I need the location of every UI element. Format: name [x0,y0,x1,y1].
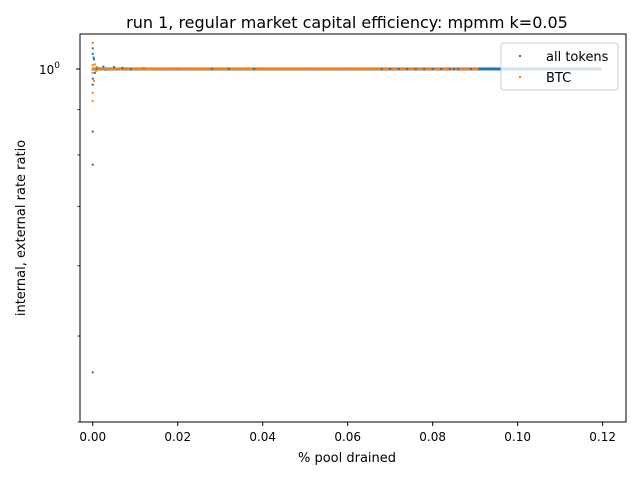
data-point-all-tokens [397,67,400,70]
data-point-btc [261,67,264,70]
data-point-all-tokens [469,67,472,70]
data-point-all-tokens [440,67,443,70]
data-point-all-tokens [423,67,426,70]
data-point-btc [95,66,98,69]
data-point-btc [282,67,285,70]
data-point-btc [325,67,328,70]
data-point-btc [91,100,94,103]
scatter-points [91,41,602,374]
legend-box [500,42,619,91]
data-point-all-tokens [497,67,500,70]
data-point-btc [168,67,171,70]
data-point-all-tokens [91,130,94,133]
data-point-btc [93,79,96,82]
data-point-btc [117,67,120,70]
legend-label-btc: BTC [546,71,571,86]
data-point-btc [240,67,243,70]
data-point-all-tokens [95,67,98,70]
data-point-btc [93,63,96,66]
data-point-all-tokens [91,371,94,374]
data-point-btc [410,67,413,70]
data-point-btc [197,67,200,70]
data-point-all-tokens [91,77,94,80]
data-point-all-tokens [91,47,94,50]
legend: all tokens BTC [500,42,619,91]
data-point-btc [104,67,107,70]
data-point-btc [219,67,222,70]
data-point-all-tokens [91,163,94,166]
data-point-btc [185,67,188,70]
data-point-btc [108,67,111,70]
data-point-all-tokens [452,67,455,70]
data-point-btc [91,71,94,74]
series-band-btc [91,67,479,71]
data-point-all-tokens [92,56,95,59]
data-point-btc [476,67,479,70]
data-point-all-tokens [93,71,96,74]
data-point-all-tokens [431,67,434,70]
data-point-btc [142,67,145,70]
y-axis-label: internal, external rate ratio [14,140,29,316]
data-point-all-tokens [448,67,451,70]
data-point-all-tokens [129,67,132,70]
data-point-all-tokens [102,65,105,68]
data-point-all-tokens [210,67,213,70]
data-point-btc [346,67,349,70]
data-point-all-tokens [227,67,230,70]
data-point-btc [125,67,128,70]
chart-title: run 1, regular market capital efficiency… [126,13,568,32]
data-point-btc [91,91,94,94]
data-point-all-tokens [380,67,383,70]
data-point-btc [155,67,158,70]
data-point-btc [95,69,98,72]
x-tick-label: 0.12 [589,430,616,444]
point-bands [91,67,602,71]
x-axis-label: % pool drained [298,451,396,466]
data-point-all-tokens [112,66,115,69]
data-point-all-tokens [121,66,124,69]
legend-marker-btc [519,76,521,78]
data-point-btc [91,64,94,67]
data-point-all-tokens [93,58,96,61]
data-point-all-tokens [91,52,94,55]
data-point-btc [100,67,103,70]
data-point-btc [134,67,137,70]
data-point-btc [384,67,387,70]
legend-marker-all-tokens [519,55,521,57]
data-point-all-tokens [91,83,94,86]
x-tick-label: 0.00 [79,430,106,444]
data-point-btc [98,67,101,70]
data-point-all-tokens [457,67,460,70]
data-point-all-tokens [414,67,417,70]
data-point-all-tokens [389,67,392,70]
data-point-btc [304,67,307,70]
data-point-all-tokens [253,67,256,70]
data-point-btc [367,67,370,70]
legend-label-all-tokens: all tokens [546,50,609,65]
x-tick-label: 0.02 [164,430,191,444]
data-point-btc [176,67,179,70]
data-point-all-tokens [406,67,409,70]
x-tick-label: 0.06 [334,430,361,444]
data-point-all-tokens [493,67,496,70]
plot-frame [79,33,627,423]
data-point-btc [91,41,94,44]
x-tick-label: 0.04 [249,430,276,444]
x-tick-label: 0.10 [504,430,531,444]
x-axis-ticks: 0.00 0.02 0.04 0.06 0.08 0.10 0.12 [79,422,616,444]
x-tick-label: 0.08 [419,430,446,444]
